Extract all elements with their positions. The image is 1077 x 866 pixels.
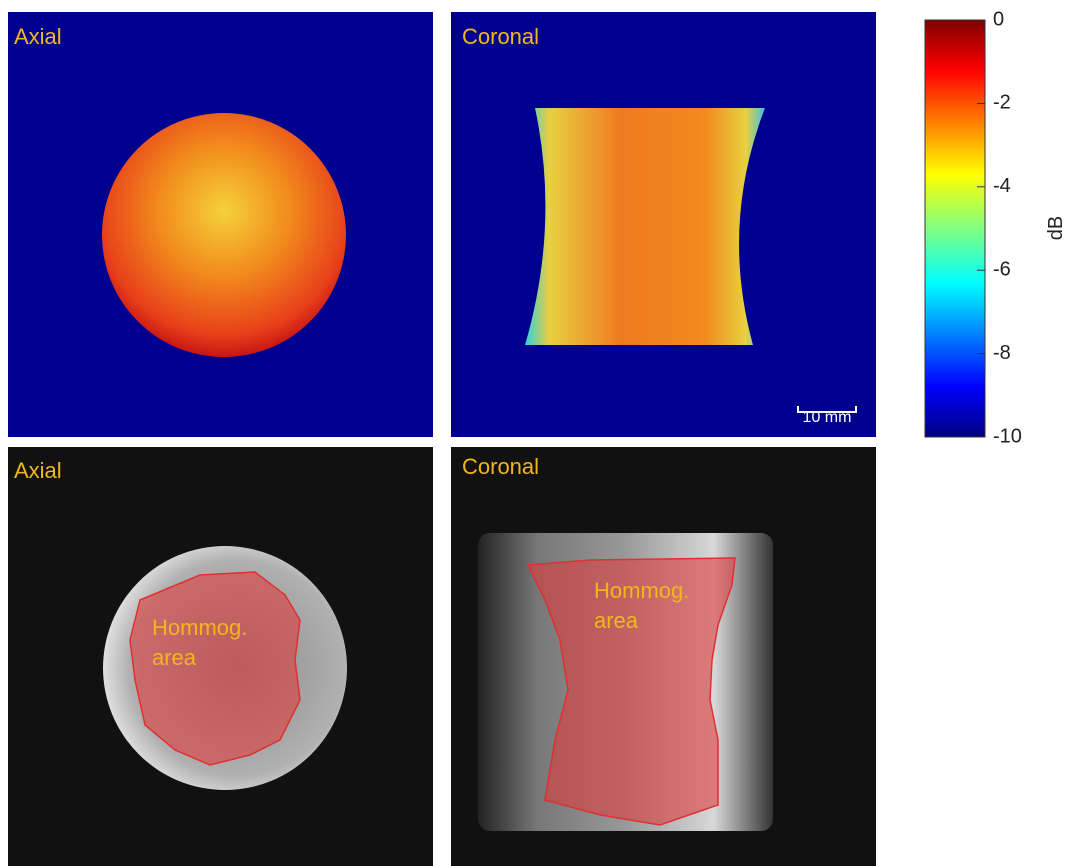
panel-label: Axial: [14, 24, 62, 49]
annotation: Hommog.: [152, 615, 247, 640]
panel-label: Coronal: [462, 24, 539, 49]
annotation: Hommog.: [594, 578, 689, 603]
colorbar-label: dB: [1045, 216, 1067, 240]
colorbar-tick-label: 0: [993, 8, 1004, 30]
homogeneous-region: [526, 557, 736, 826]
scale-bar-label: 10 mm: [803, 409, 852, 426]
axial-phantom: [102, 113, 346, 357]
panel-label: Coronal: [462, 454, 539, 479]
homogeneous-region: [129, 571, 301, 766]
scale-bar: [797, 406, 857, 413]
annotation: area: [594, 608, 639, 633]
colorbar-tick-label: -8: [993, 342, 1011, 364]
colorbar: [924, 19, 986, 438]
annotation: area: [152, 645, 197, 670]
colorbar-tick-label: -10: [993, 425, 1022, 447]
colorbar-tick-label: -6: [993, 258, 1011, 280]
colorbar-tick-label: -2: [993, 92, 1011, 114]
colorbar-tick-label: -4: [993, 175, 1011, 197]
panel-label: Axial: [14, 458, 62, 483]
coronal-phantom: [525, 108, 765, 345]
